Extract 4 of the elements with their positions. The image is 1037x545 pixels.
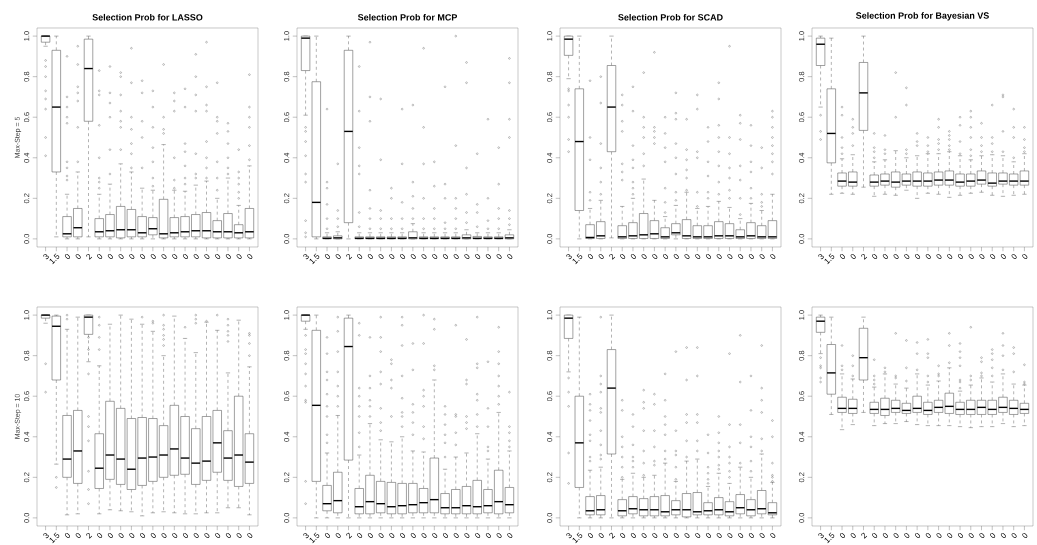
chart-title: Selection Prob for MCP (357, 13, 458, 21)
chart-title: Selection Prob for LASSO (92, 13, 203, 21)
chart-title: Selection Prob for Bayesian VS (856, 12, 989, 21)
chart-title: Selection Prob for SCAD (618, 13, 723, 21)
